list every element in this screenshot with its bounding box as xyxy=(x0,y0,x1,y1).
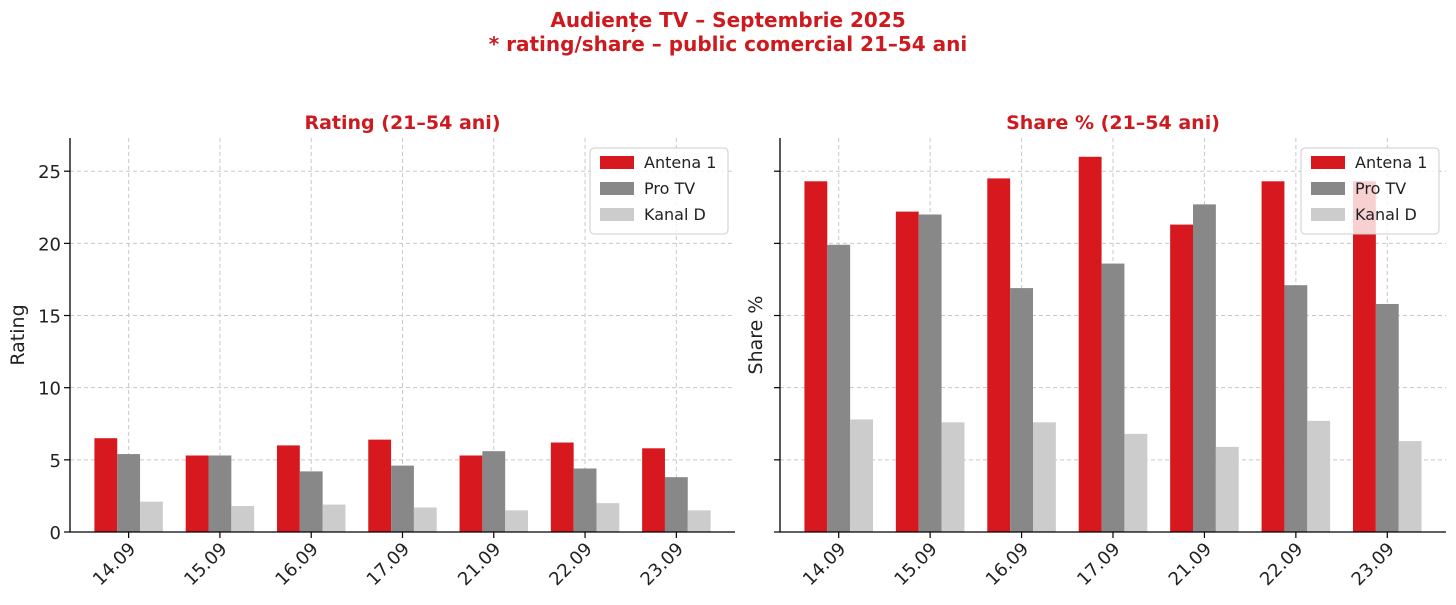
x-tick-label: 23.09 xyxy=(637,539,688,590)
legend-entry: Antena 1 xyxy=(644,153,716,172)
bar-antena-1 xyxy=(1078,156,1102,532)
x-tick-label: 14.09 xyxy=(799,539,850,590)
x-tick-label: 15.09 xyxy=(890,539,941,590)
bar-antena-1 xyxy=(1170,224,1193,533)
bar-pro-tv xyxy=(827,244,851,533)
bar-kanal-d xyxy=(140,501,163,532)
bar-kanal-d xyxy=(1398,441,1422,532)
legend-entry: Pro TV xyxy=(644,179,695,198)
y-axis-label: Share % xyxy=(745,296,767,375)
legend-entry: Pro TV xyxy=(1355,179,1406,198)
bar-antena-1 xyxy=(895,211,919,532)
bar-antena-1 xyxy=(368,439,392,532)
bar-pro-tv xyxy=(1375,303,1399,532)
y-tick-label: 25 xyxy=(38,162,61,183)
bar-kanal-d xyxy=(505,510,529,532)
bar-antena-1 xyxy=(185,455,209,532)
bar-pro-tv xyxy=(664,477,688,532)
legend: Antena 1 Pro TV Kanal D xyxy=(1300,147,1440,235)
chart-title: Rating (21–54 ani) xyxy=(304,112,500,134)
chart-title: Share % (21–54 ani) xyxy=(1006,112,1220,134)
bar-pro-tv xyxy=(391,465,414,532)
bar-pro-tv xyxy=(1284,285,1308,532)
bar-kanal-d xyxy=(1124,433,1148,532)
y-axis-label: Rating xyxy=(7,304,29,365)
bar-antena-1 xyxy=(1261,181,1285,533)
bar-kanal-d xyxy=(231,506,255,532)
x-tick-label: 14.09 xyxy=(89,539,140,590)
x-tick-label: 16.09 xyxy=(982,539,1033,590)
figure-title: Audiențe TV – Septembrie 2025 * rating/s… xyxy=(0,8,1456,56)
x-tick-label: 21.09 xyxy=(454,539,505,590)
chart-panel-1: 0 5 10 15 20 25 14.09 15.09 16.09 17.09 21.09 22.09… xyxy=(7,112,735,590)
bar-kanal-d xyxy=(322,504,346,532)
bar-antena-1 xyxy=(550,442,574,532)
y-tick-label: 10 xyxy=(38,379,61,400)
figure-title-line-2: * rating/share – public comercial 21–54 … xyxy=(488,32,968,56)
bar-kanal-d xyxy=(1033,422,1056,532)
legend-swatch xyxy=(1311,208,1345,221)
y-tick-label: 20 xyxy=(38,234,61,255)
bar-kanal-d xyxy=(1307,420,1331,532)
legend-entry: Kanal D xyxy=(1355,205,1417,224)
bar-kanal-d xyxy=(1215,446,1239,532)
chart-panel-2: 14.09 15.09 16.09 17.09 21.09 22.09 23.09 Share… xyxy=(745,112,1446,590)
bar-kanal-d xyxy=(596,503,620,532)
bar-pro-tv xyxy=(1101,263,1125,532)
legend-swatch xyxy=(1311,156,1345,169)
figure-title-line-1: Audiențe TV – Septembrie 2025 xyxy=(550,8,906,32)
x-tick-label: 17.09 xyxy=(363,539,414,590)
x-tick-label: 15.09 xyxy=(180,539,231,590)
bar-antena-1 xyxy=(804,181,828,533)
bar-pro-tv xyxy=(918,214,942,532)
bar-kanal-d xyxy=(941,422,965,532)
bar-pro-tv xyxy=(482,451,506,532)
bar-antena-1 xyxy=(1353,181,1376,533)
x-tick-label: 23.09 xyxy=(1348,539,1399,590)
bar-kanal-d xyxy=(413,507,437,532)
x-tick-label: 22.09 xyxy=(545,539,596,590)
bar-antena-1 xyxy=(987,178,1011,532)
x-tick-label: 22.09 xyxy=(1256,539,1307,590)
bar-antena-1 xyxy=(459,455,483,532)
bar-kanal-d xyxy=(850,419,873,532)
bar-pro-tv xyxy=(208,455,232,532)
bar-pro-tv xyxy=(1193,204,1216,532)
bar-antena-1 xyxy=(94,438,118,532)
bar-pro-tv xyxy=(1010,288,1033,532)
y-tick-label: 5 xyxy=(50,451,61,472)
y-tick-label: 0 xyxy=(50,523,61,544)
legend-swatch xyxy=(600,208,634,221)
bar-antena-1 xyxy=(276,445,300,532)
y-tick-label: 15 xyxy=(38,307,61,328)
bar-kanal-d xyxy=(687,510,711,532)
legend-entry: Kanal D xyxy=(644,205,706,224)
legend: Antena 1 Pro TV Kanal D xyxy=(589,147,729,235)
bar-pro-tv xyxy=(117,454,141,532)
legend-entry: Antena 1 xyxy=(1355,153,1427,172)
legend-swatch xyxy=(600,182,634,195)
x-tick-label: 17.09 xyxy=(1073,539,1124,590)
bar-antena-1 xyxy=(642,448,665,532)
bar-pro-tv xyxy=(299,471,323,532)
bar-pro-tv xyxy=(573,468,597,532)
legend-swatch xyxy=(1311,182,1345,195)
legend-swatch xyxy=(600,156,634,169)
x-tick-label: 21.09 xyxy=(1165,539,1216,590)
x-tick-label: 16.09 xyxy=(271,539,322,590)
